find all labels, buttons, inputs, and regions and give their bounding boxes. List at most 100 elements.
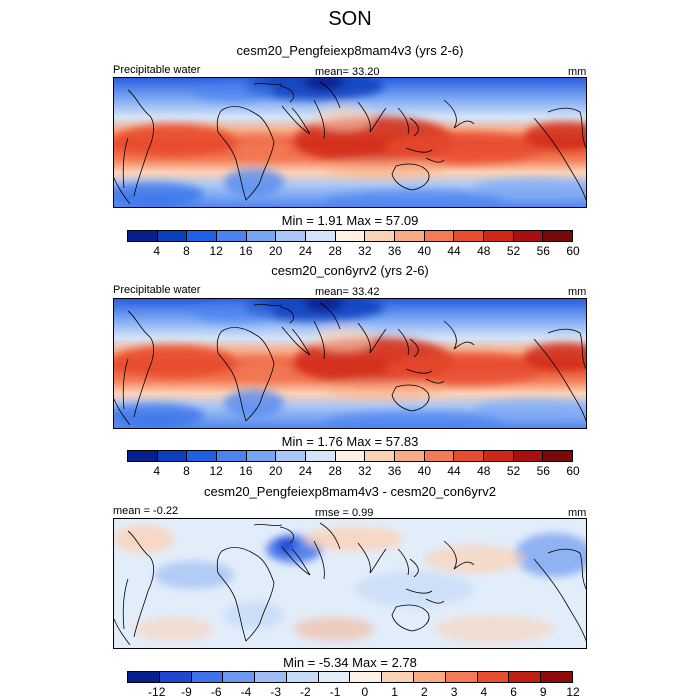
- min-value: -5.34: [318, 655, 349, 670]
- min-label: Min =: [281, 434, 314, 449]
- colorbar-swatch: [217, 231, 247, 241]
- colorbar-tick-label: -1: [329, 685, 341, 699]
- panel-1-map: [113, 77, 587, 208]
- colorbar-tick-label: 12: [566, 685, 580, 699]
- colorbar-tick-label: -6: [210, 685, 222, 699]
- panel-2-minmax: Min = 1.76 Max = 57.83: [0, 434, 700, 449]
- panel-1-colorbar: [127, 230, 573, 242]
- colorbar-tick-label: 3: [450, 685, 458, 699]
- colorbar-swatch: [223, 672, 256, 682]
- colorbar-tick-label: 9: [539, 685, 547, 699]
- colorbar-swatch: [128, 231, 158, 241]
- colorbar-tick-label: 48: [477, 244, 491, 258]
- colorbar-tick-label: 60: [566, 464, 580, 478]
- colorbar-tick-label: 24: [298, 244, 313, 258]
- colorbar-swatch: [306, 231, 336, 241]
- colorbar-swatch: [414, 672, 446, 682]
- colorbar-tick-label: 44: [447, 244, 461, 258]
- panel-3-units: mm: [568, 507, 587, 519]
- max-value: 57.09: [385, 213, 419, 228]
- panel-1-variable-label: Precipitable water: [113, 64, 201, 76]
- min-label: Min =: [281, 213, 314, 228]
- colorbar-tick-label: 4: [153, 464, 161, 478]
- colorbar-swatch: [246, 451, 277, 461]
- colorbar-tick-label: 20: [268, 244, 283, 258]
- colorbar-swatch: [335, 451, 366, 461]
- panel-2-map: [113, 298, 587, 429]
- colorbar-tick-label: 12: [209, 464, 223, 478]
- colorbar-tick-label: 36: [387, 464, 402, 478]
- colorbar-swatch: [255, 672, 287, 682]
- panel-1-title: cesm20_Pengfeiexp8mam4v3 (yrs 2-6): [236, 43, 464, 58]
- colorbar-swatch: [306, 451, 336, 461]
- panel-2-colorbar-ticks: 4 8 12 16 20 24 28 32 36 40 44 48 52 56 60: [127, 464, 579, 478]
- colorbar-swatch: [276, 231, 307, 241]
- max-label: Max =: [352, 655, 388, 670]
- colorbar-swatch: [335, 231, 366, 241]
- min-value: 1.76: [317, 434, 343, 449]
- colorbar-tick-label: 16: [239, 464, 253, 478]
- page-title: SON: [328, 8, 372, 30]
- colorbar-tick-label: 28: [328, 464, 342, 478]
- colorbar-tick-label: 44: [447, 464, 461, 478]
- colorbar-tick-label: 16: [239, 244, 253, 258]
- colorbar-swatch: [477, 672, 510, 682]
- colorbar-swatch: [187, 231, 218, 241]
- colorbar-swatch: [543, 451, 573, 461]
- min-value: 1.91: [317, 213, 343, 228]
- colorbar-tick-label: 48: [477, 464, 491, 478]
- colorbar-tick-label: 8: [183, 244, 190, 258]
- panel-3-colorbar: [127, 671, 573, 683]
- colorbar-tick-label: 32: [358, 244, 372, 258]
- panel-2-title: cesm20_con6yrv2 (yrs 2-6): [271, 263, 429, 278]
- colorbar-swatch: [454, 451, 485, 461]
- colorbar-tick-label: -12: [148, 685, 166, 699]
- colorbar-tick-label: 12: [209, 244, 223, 258]
- colorbar-tick-label: 52: [506, 464, 521, 478]
- colorbar-swatch: [365, 451, 396, 461]
- colorbar-tick-label: -9: [181, 685, 192, 699]
- colorbar-swatch: [246, 231, 277, 241]
- panel-1-units: mm: [568, 66, 587, 78]
- max-value: 57.83: [385, 434, 419, 449]
- panel-1-minmax: Min = 1.91 Max = 57.09: [0, 213, 700, 228]
- panel-1-mean-label: mean= 33.20: [315, 66, 380, 78]
- colorbar-swatch: [128, 672, 160, 682]
- colorbar-swatch: [484, 451, 514, 461]
- colorbar-swatch: [445, 672, 478, 682]
- colorbar-swatch: [424, 451, 455, 461]
- colorbar-tick-label: 8: [183, 464, 190, 478]
- colorbar-swatch: [128, 451, 158, 461]
- colorbar-swatch: [513, 231, 544, 241]
- colorbar-tick-label: 52: [506, 244, 521, 258]
- max-label: Max =: [346, 434, 383, 449]
- colorbar-tick-label: -2: [300, 685, 311, 699]
- colorbar-tick-label: 20: [268, 464, 283, 478]
- colorbar-tick-label: -3: [270, 685, 281, 699]
- panel-3-title: cesm20_Pengfeiexp8mam4v3 - cesm20_con6yr…: [204, 484, 496, 499]
- colorbar-tick-label: 4: [153, 244, 161, 258]
- colorbar-tick-label: 40: [417, 464, 432, 478]
- colorbar-swatch: [454, 231, 485, 241]
- panel-3-map: [113, 518, 587, 649]
- colorbar-tick-label: 40: [417, 244, 432, 258]
- colorbar-swatch: [191, 672, 224, 682]
- colorbar-swatch: [157, 451, 188, 461]
- colorbar-swatch: [159, 672, 192, 682]
- colorbar-swatch: [350, 672, 383, 682]
- colorbar-swatch: [424, 231, 455, 241]
- min-label: Min =: [283, 655, 316, 670]
- colorbar-tick-label: 4: [480, 685, 488, 699]
- colorbar-tick-label: -4: [240, 685, 252, 699]
- panel-2-variable-label: Precipitable water: [113, 284, 201, 296]
- colorbar-swatch: [543, 231, 573, 241]
- colorbar-tick-label: 2: [420, 685, 428, 699]
- colorbar-swatch: [318, 672, 351, 682]
- panel-1-colorbar-ticks: 4 8 12 16 20 24 28 32 36 40 44 48 52 56 60: [127, 244, 579, 258]
- colorbar-tick-label: 0: [361, 685, 369, 699]
- panel-3-colorbar-ticks: -12 -9 -6 -4 -3 -2 -1 0 1 2 3 4 6 9 12: [127, 685, 580, 699]
- panel-2-units: mm: [568, 286, 587, 298]
- colorbar-swatch: [276, 451, 307, 461]
- colorbar-swatch: [382, 672, 415, 682]
- colorbar-tick-label: 28: [328, 244, 342, 258]
